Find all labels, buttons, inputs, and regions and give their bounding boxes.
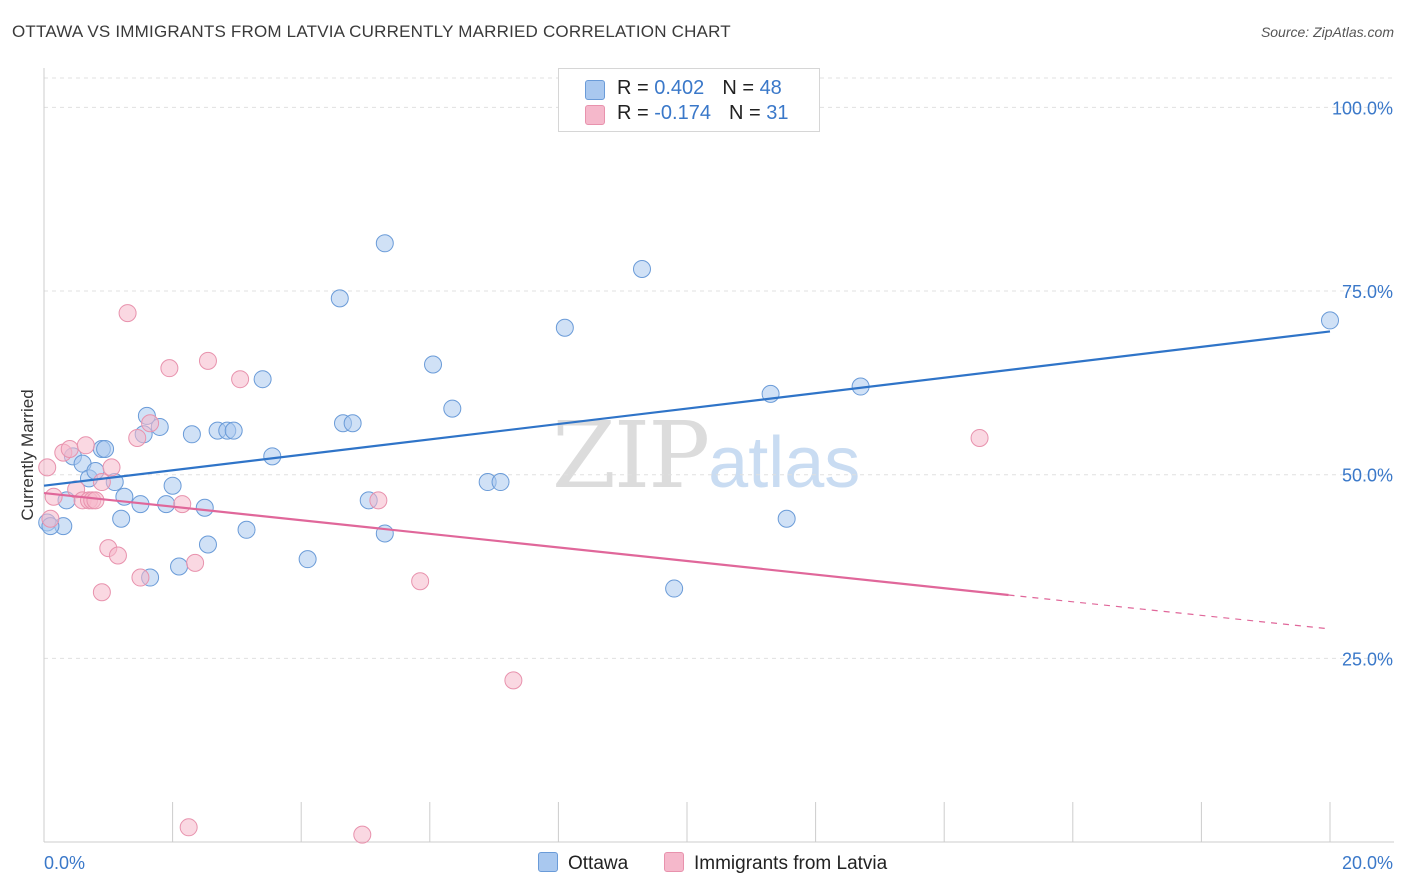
data-point [108, 546, 127, 565]
grid-lines [44, 77, 1394, 659]
data-point [777, 509, 796, 528]
r-label: R = [617, 77, 655, 99]
data-point [1321, 311, 1339, 330]
data-point [369, 491, 388, 510]
data-points [38, 234, 1339, 844]
data-point [237, 520, 256, 539]
data-point [160, 359, 179, 378]
chart-title: OTTAWA VS IMMIGRANTS FROM LATVIA CURRENT… [12, 22, 731, 41]
data-point [231, 370, 250, 389]
bottom-legend-label-ottawa: Ottawa [568, 853, 629, 874]
data-point [632, 260, 651, 278]
data-point [112, 509, 131, 528]
data-point [163, 476, 182, 495]
bottom-legend-ottawa: Ottawa [538, 852, 628, 875]
y-axis-title: Currently Married [18, 389, 37, 520]
data-point [170, 557, 189, 576]
data-point [555, 318, 574, 337]
data-point [96, 439, 115, 458]
r-value: -0.174 [654, 102, 711, 124]
data-point [92, 583, 111, 602]
x-tick-label: 20.0% [1342, 853, 1393, 873]
n-value: 31 [766, 102, 789, 124]
data-point [970, 428, 989, 447]
data-point [41, 509, 60, 528]
data-point [198, 351, 217, 370]
data-point [375, 234, 394, 253]
data-point [173, 495, 192, 514]
watermark: ZIPatlas [552, 402, 860, 509]
data-point [263, 447, 282, 466]
data-point [86, 491, 105, 510]
bottom-legend-swatch-latvia [664, 852, 684, 872]
data-point [353, 825, 372, 844]
stats-legend: R = 0.402 N = 48 R = -0.174 N = 31 [558, 68, 820, 132]
data-point [179, 818, 198, 837]
bottom-legend-swatch-ottawa [538, 852, 558, 872]
axes [43, 68, 1394, 843]
legend-text-ottawa: R = 0.402 N = 48 [617, 77, 782, 100]
legend-swatch-ottawa [585, 80, 605, 100]
data-point [131, 568, 150, 587]
chart-source: Source: ZipAtlas.com [1260, 24, 1394, 40]
data-point [343, 414, 362, 433]
y-tick-label: 50.0% [1342, 466, 1393, 486]
data-point [141, 414, 160, 433]
y-tick-label: 25.0% [1342, 649, 1393, 669]
data-point [92, 473, 111, 492]
n-label: N = [722, 77, 760, 99]
r-value: 0.402 [654, 77, 705, 99]
data-point [443, 399, 462, 418]
y-tick-label: 75.0% [1342, 282, 1393, 302]
data-point [298, 550, 317, 569]
watermark-atlas: atlas [708, 423, 861, 503]
data-point [504, 671, 523, 690]
data-point [186, 553, 205, 572]
watermark-zip: ZIP [552, 402, 710, 509]
data-point [102, 458, 121, 477]
legend-swatch-latvia [585, 105, 605, 125]
data-point [330, 289, 349, 308]
n-label: N = [728, 102, 767, 124]
data-point [157, 495, 176, 514]
data-point [76, 436, 95, 455]
n-value: 48 [759, 77, 782, 99]
data-point [38, 458, 57, 477]
data-point [424, 355, 443, 374]
data-point [665, 579, 684, 598]
data-point [60, 439, 79, 458]
data-point [198, 535, 217, 554]
data-point [118, 304, 137, 323]
data-point [224, 421, 243, 440]
trend-line-extension [1008, 594, 1331, 630]
data-point [411, 572, 430, 591]
bottom-legend-label-latvia: Immigrants from Latvia [694, 853, 888, 874]
trend-line [43, 330, 1331, 487]
r-label: R = [617, 102, 655, 124]
x-tick-label: 0.0% [44, 853, 85, 873]
axis-labels: 25.0% 50.0% 75.0% 100.0% 0.0% 20.0% Currently … [18, 98, 1393, 873]
data-point [182, 425, 201, 444]
legend-text-latvia: R = -0.174 N = 31 [617, 102, 788, 125]
trend-line [43, 491, 1009, 597]
bottom-legend-latvia: Immigrants from Latvia [664, 852, 887, 875]
data-point [253, 370, 272, 389]
trend-lines [43, 330, 1331, 630]
data-point [491, 473, 510, 492]
data-point [195, 498, 214, 517]
y-tick-label: 100.0% [1332, 98, 1393, 118]
data-point [44, 487, 63, 506]
data-point [128, 428, 147, 447]
